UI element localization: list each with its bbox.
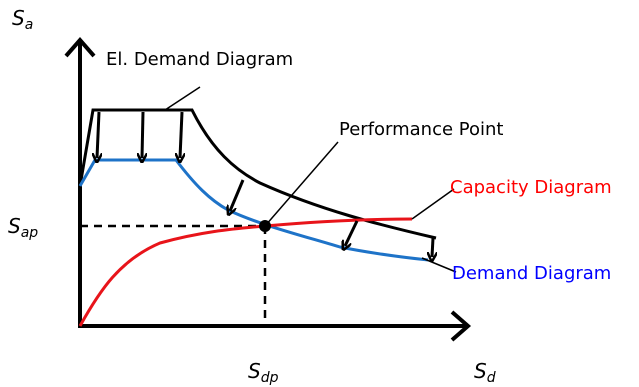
demand-curve [78,158,429,262]
sdp-label: Sdp [248,359,279,386]
performance-point-leader [264,141,339,227]
demand-label: Demand Diagram [452,263,611,284]
elastic-demand-label: El. Demand Diagram [106,49,293,70]
capacity-leader [411,188,455,220]
reduction-arrow-4 [230,179,245,211]
y-axis-arrowhead [64,36,96,58]
x-axis-arrowhead [450,310,472,342]
reduction-arrow-2 [142,111,143,158]
capacity-curve [78,217,413,327]
performance-point-label: Performance Point [339,119,503,140]
reduction-arrow-6 [432,237,433,257]
capacity-label: Capacity Diagram [450,177,612,198]
elastic-demand-leader [164,86,201,111]
x-axis-label: Sd [474,359,496,386]
elastic-demand-curve [78,108,437,240]
reduction-arrow-1 [97,111,99,158]
sap-label: Sap [8,214,38,241]
demand-leader [421,257,457,273]
reduction-arrow-3 [180,111,182,158]
y-axis-label: Sa [12,6,33,33]
reduction-arrow-5 [345,220,359,246]
